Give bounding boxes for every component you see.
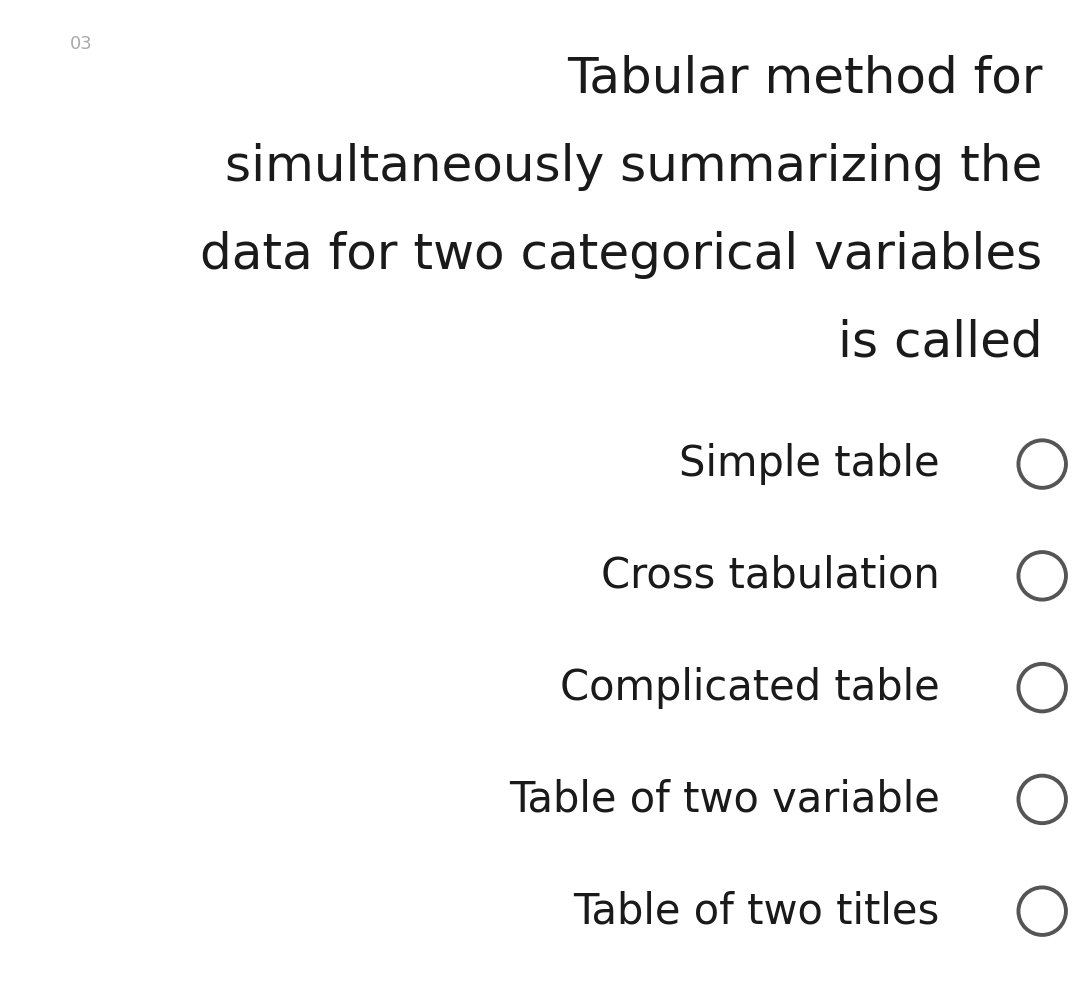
Text: Table of two variable: Table of two variable <box>509 778 940 820</box>
Text: is called: is called <box>838 318 1042 366</box>
Text: data for two categorical variables: data for two categorical variables <box>200 231 1042 278</box>
Text: simultaneously summarizing the: simultaneously summarizing the <box>225 143 1042 191</box>
Text: Table of two titles: Table of two titles <box>573 890 940 932</box>
Text: 03: 03 <box>70 35 93 53</box>
Text: Simple table: Simple table <box>679 443 940 485</box>
Text: Complicated table: Complicated table <box>559 667 940 709</box>
Text: Tabular method for: Tabular method for <box>567 55 1042 103</box>
Text: Cross tabulation: Cross tabulation <box>600 555 940 597</box>
